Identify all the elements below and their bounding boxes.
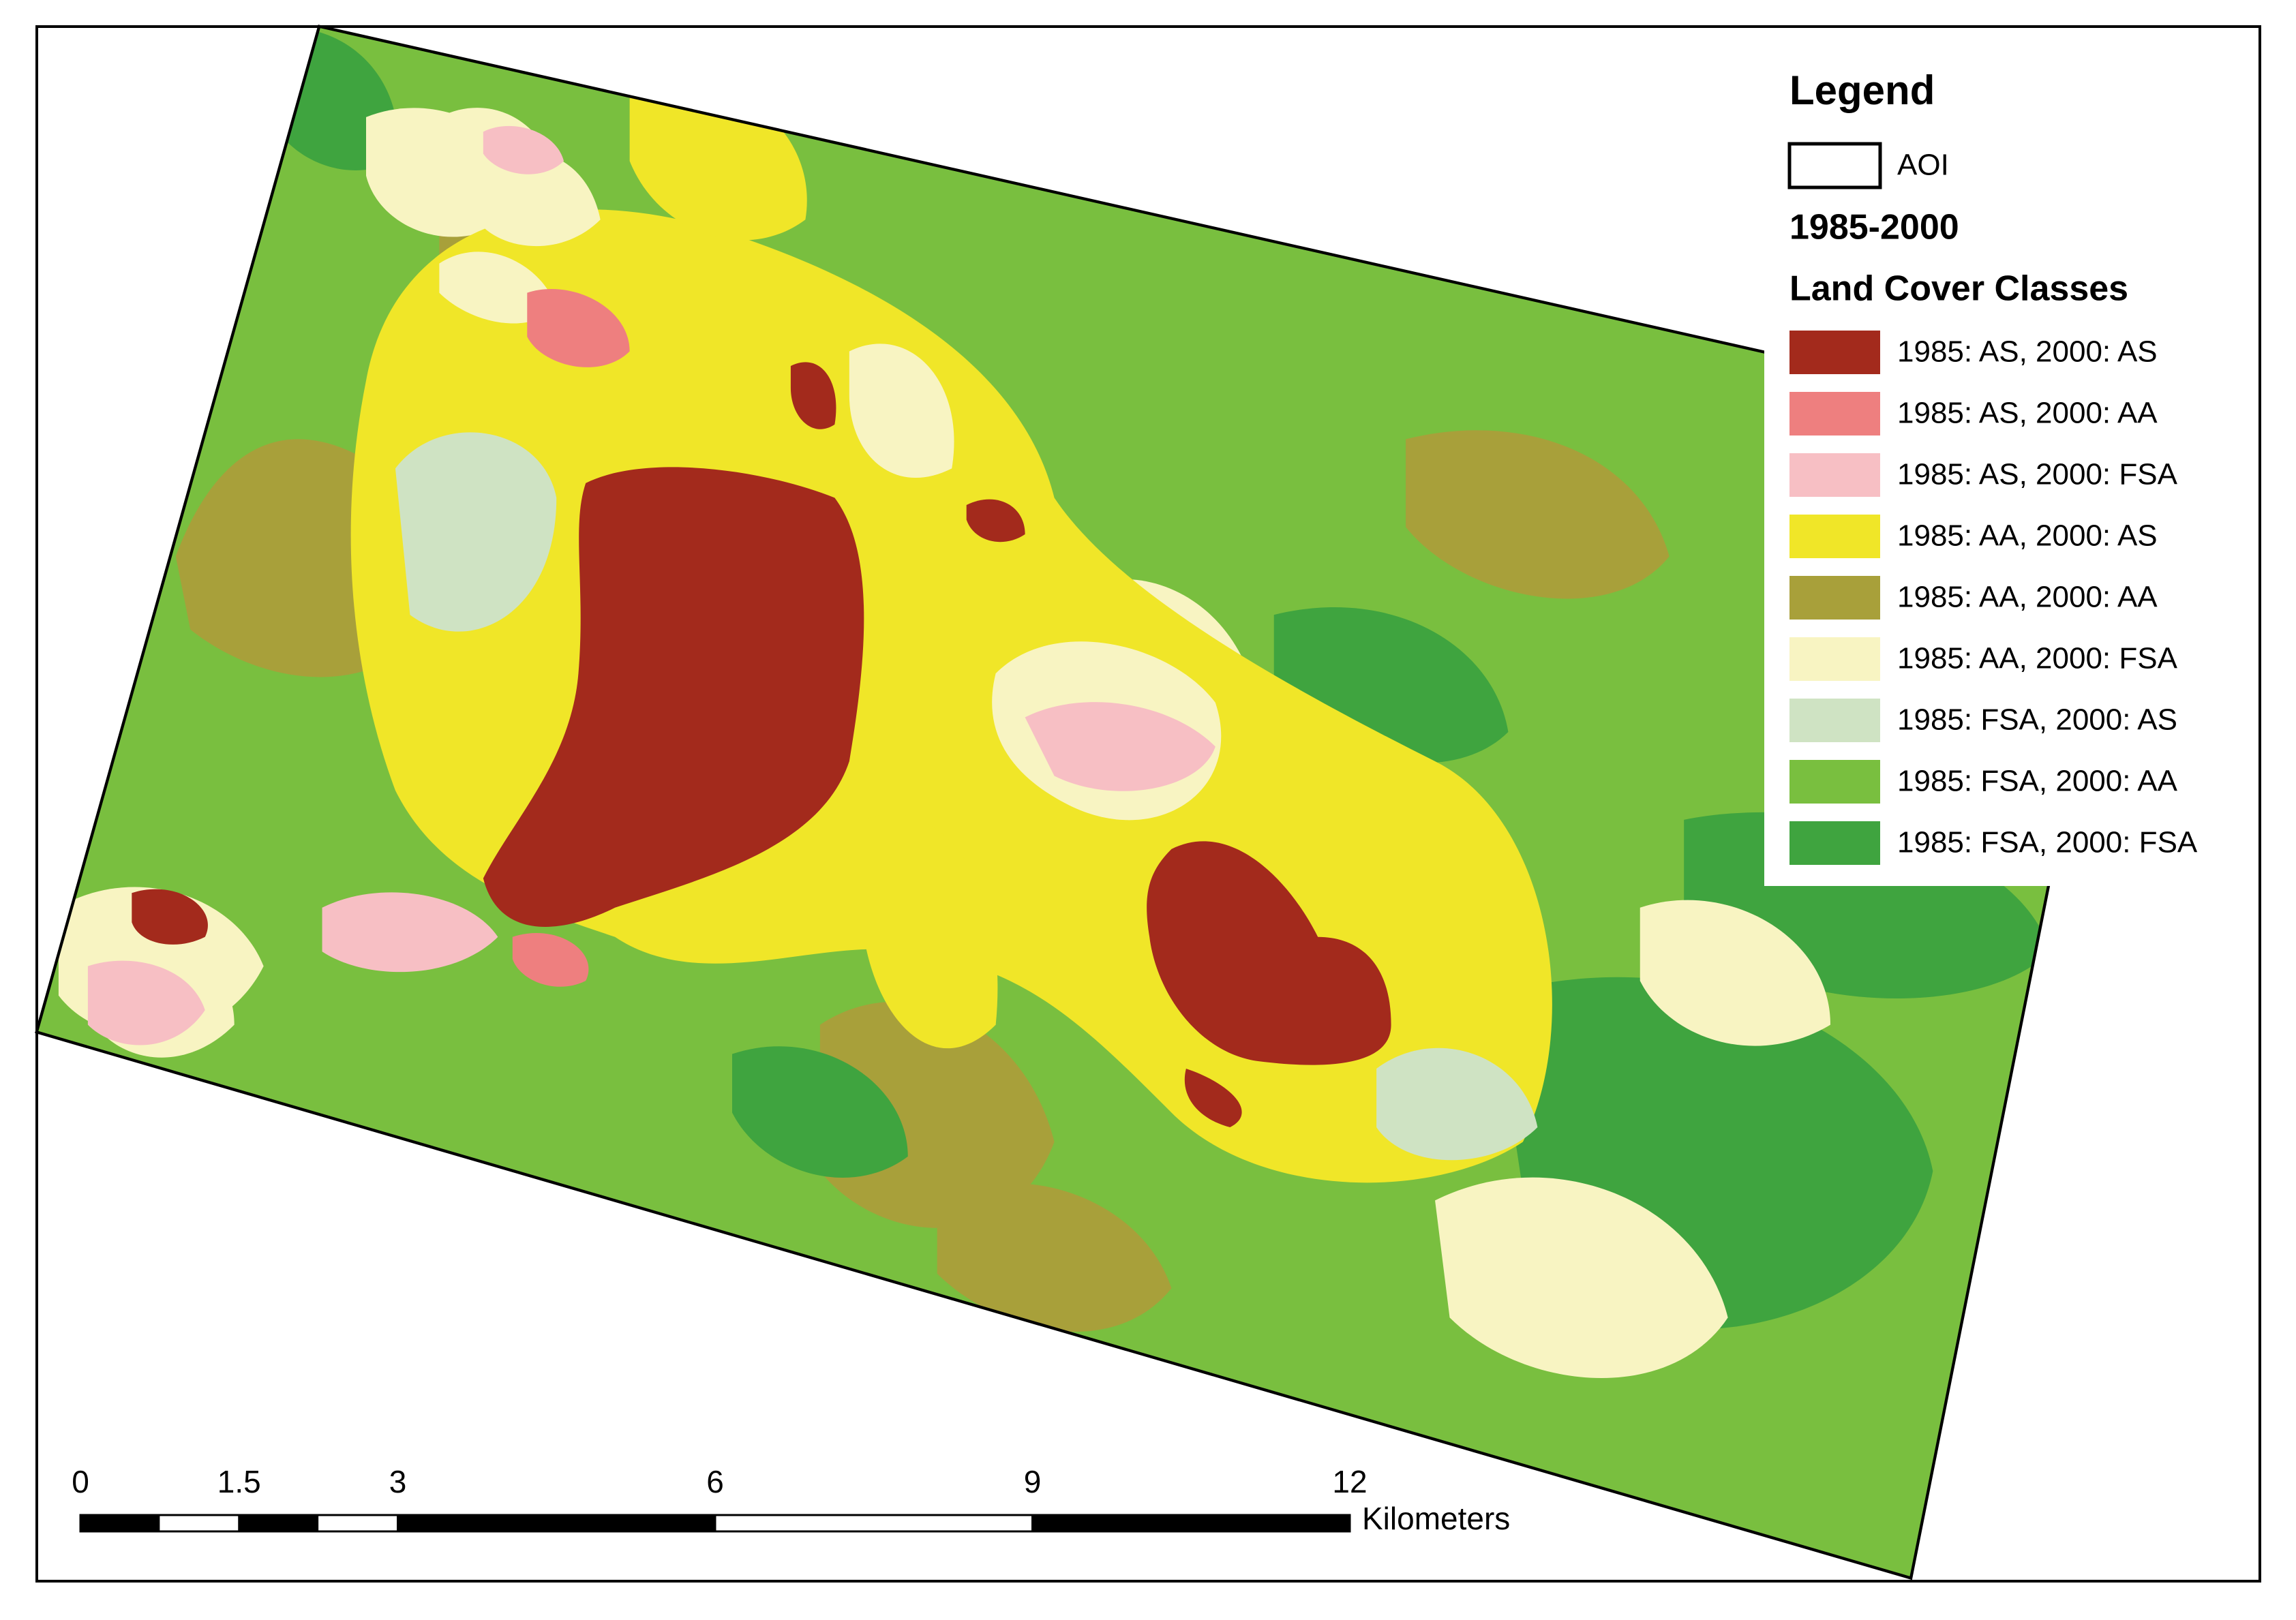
legend-swatch — [1789, 331, 1880, 374]
frame — [35, 25, 2261, 1583]
land-cover-patch — [1406, 430, 1670, 599]
legend-label: 1985: AA, 2000: FSA — [1897, 642, 2178, 675]
scale-segment — [1032, 1515, 1350, 1531]
scale-tick-label: 9 — [1024, 1464, 1042, 1499]
land-cover-patch — [1376, 1048, 1538, 1161]
legend-swatch — [1789, 637, 1880, 681]
scale-tick-label: 6 — [706, 1464, 724, 1499]
legend-label: 1985: AS, 2000: AS — [1897, 335, 2158, 369]
land-cover-patch — [790, 362, 836, 429]
land-cover-patch — [1435, 1177, 1728, 1378]
land-cover-patch — [483, 467, 864, 927]
scale-tick-label: 0 — [72, 1464, 89, 1499]
land-cover-patch — [395, 432, 557, 632]
aoi-boundary — [35, 25, 2140, 1580]
legend-swatch — [1789, 453, 1880, 497]
legend-swatch — [1789, 515, 1880, 558]
legend-swatch — [1789, 576, 1880, 620]
scale-unit: Kilometers — [1362, 1501, 1510, 1536]
land-cover-patch — [937, 1183, 1172, 1332]
land-cover-patch — [966, 499, 1025, 542]
land-cover-patch — [322, 892, 498, 973]
land-cover-patch — [483, 125, 564, 174]
legend-label: 1985: FSA, 2000: AA — [1897, 765, 2178, 798]
land-cover-patch — [1640, 900, 1830, 1046]
land-cover-patch — [849, 343, 954, 478]
land-cover-patch — [1184, 1069, 1242, 1127]
legend-label: 1985: AS, 2000: FSA — [1897, 458, 2178, 491]
legend: Legend AOI 1985-2000 Land Cover Classes … — [1764, 59, 2240, 886]
legend-label: 1985: FSA, 2000: FSA — [1897, 826, 2198, 859]
scale-segment — [397, 1515, 715, 1531]
land-cover-patch — [132, 889, 208, 945]
legend-title: Legend — [1789, 67, 1935, 113]
legend-swatch — [1789, 760, 1880, 804]
land-cover-patch — [732, 1046, 908, 1178]
land-cover-patch — [527, 289, 630, 367]
legend-label: 1985: AA, 2000: AS — [1897, 519, 2158, 553]
legend-swatch — [1789, 392, 1880, 435]
land-cover-patch — [87, 960, 205, 1045]
scale-segment — [239, 1515, 319, 1531]
classes-title: Land Cover Classes — [1789, 269, 2128, 309]
land-cover-patch — [1025, 702, 1215, 791]
land-cover-patch — [512, 933, 589, 987]
scale-segment — [80, 1515, 160, 1531]
period-label: 1985-2000 — [1789, 208, 1959, 247]
legend-swatch — [1789, 699, 1880, 742]
scale-tick-label: 12 — [1332, 1464, 1367, 1499]
legend-label: 1985: AA, 2000: AA — [1897, 581, 2158, 614]
legend-swatch — [1789, 821, 1880, 865]
aoi-label: AOI — [1897, 149, 1949, 182]
land-cover-patch — [1147, 841, 1391, 1065]
scale-tick-label: 1.5 — [217, 1464, 261, 1499]
aoi-swatch — [1787, 142, 1882, 189]
legend-label: 1985: FSA, 2000: AS — [1897, 703, 2177, 737]
scale-tick-label: 3 — [389, 1464, 407, 1499]
legend-label: 1985: AS, 2000: AA — [1897, 397, 2158, 430]
land-cover-patch — [864, 814, 998, 1049]
